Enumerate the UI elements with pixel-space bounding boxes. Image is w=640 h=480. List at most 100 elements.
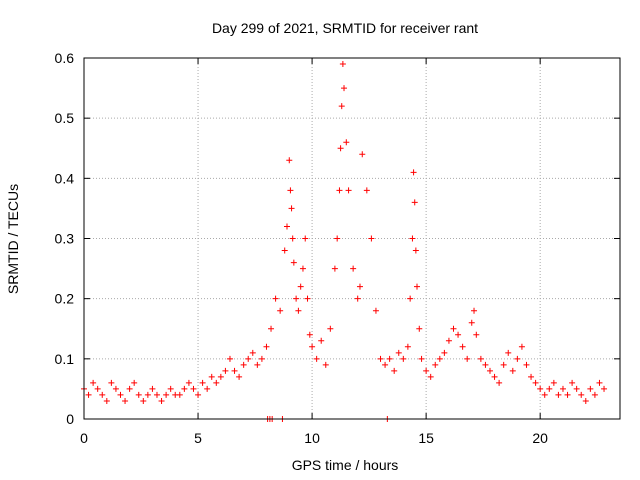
data-point [368, 235, 375, 242]
chart-title: Day 299 of 2021, SRMTID for receiver ran… [212, 20, 478, 36]
data-point [322, 361, 329, 368]
data-point [537, 385, 544, 392]
data-point [135, 391, 142, 398]
y-tick-label: 0.1 [55, 351, 75, 367]
data-point [414, 283, 421, 290]
data-point [158, 397, 165, 404]
data-point [559, 385, 566, 392]
data-point [85, 391, 92, 398]
data-point [254, 361, 261, 368]
y-tick-label: 0.2 [55, 291, 75, 307]
data-point [441, 349, 448, 356]
data-point [339, 61, 346, 68]
data-point [140, 397, 147, 404]
data-point [343, 139, 350, 146]
data-point [587, 385, 594, 392]
data-point [313, 355, 320, 362]
data-point [295, 307, 302, 314]
data-point [217, 373, 224, 380]
data-point [337, 145, 344, 152]
data-point [240, 361, 247, 368]
data-point [523, 361, 530, 368]
data-point [226, 355, 233, 362]
y-tick-label: 0.4 [55, 170, 75, 186]
data-point [304, 295, 311, 302]
data-point [505, 349, 512, 356]
data-point [131, 379, 138, 386]
data-point [459, 343, 466, 350]
data-point [471, 307, 478, 314]
data-point [272, 295, 279, 302]
data-point [528, 373, 535, 380]
data-point [514, 355, 521, 362]
x-tick-label: 20 [532, 430, 548, 446]
data-point [236, 373, 243, 380]
data-point [410, 169, 417, 176]
data-point [338, 103, 345, 110]
y-tick-label: 0.5 [55, 110, 75, 126]
data-point [268, 325, 275, 332]
data-point [334, 235, 341, 242]
data-point [99, 391, 106, 398]
data-point [450, 325, 457, 332]
data-point [277, 307, 284, 314]
data-point [289, 235, 296, 242]
y-tick-label: 0.3 [55, 231, 75, 247]
data-point [482, 361, 489, 368]
data-point [327, 325, 334, 332]
data-point [350, 265, 357, 272]
data-point [591, 391, 598, 398]
data-point [596, 379, 603, 386]
data-point [336, 187, 343, 194]
data-point [204, 385, 211, 392]
data-point [436, 355, 443, 362]
data-point [400, 355, 407, 362]
data-points [81, 61, 608, 422]
data-point [491, 373, 498, 380]
data-point [302, 235, 309, 242]
data-point [195, 391, 202, 398]
data-point [541, 391, 548, 398]
data-point [359, 151, 366, 158]
data-point [404, 343, 411, 350]
data-point [582, 397, 589, 404]
data-point [167, 385, 174, 392]
data-point [445, 337, 452, 344]
data-point [569, 379, 576, 386]
data-point [222, 367, 229, 374]
data-point [409, 235, 416, 242]
data-point [509, 367, 516, 374]
data-point [427, 373, 434, 380]
data-point [163, 391, 170, 398]
data-point [395, 349, 402, 356]
y-axis-label: SRMTID / TECUs [5, 184, 21, 294]
data-point [208, 373, 215, 380]
data-point [578, 391, 585, 398]
data-point [391, 367, 398, 374]
data-point [341, 85, 348, 92]
data-point [500, 361, 507, 368]
data-point [550, 379, 557, 386]
data-point [345, 187, 352, 194]
data-point [546, 385, 553, 392]
data-point [532, 379, 539, 386]
data-point [382, 361, 389, 368]
data-point [555, 391, 562, 398]
data-point [126, 385, 133, 392]
y-axis: 0 0.1 0.2 0.3 0.4 0.5 0.6 [55, 50, 620, 427]
y-tick-label: 0 [66, 411, 74, 427]
data-point [231, 367, 238, 374]
data-point [411, 199, 418, 206]
data-point [416, 325, 423, 332]
data-point [601, 385, 608, 392]
data-point [149, 385, 156, 392]
data-point [90, 379, 97, 386]
data-point [496, 379, 503, 386]
x-tick-label: 0 [80, 430, 88, 446]
data-point [213, 379, 220, 386]
data-point [290, 259, 297, 266]
grid-lines [84, 58, 620, 419]
data-point [573, 385, 580, 392]
data-point [318, 337, 325, 344]
